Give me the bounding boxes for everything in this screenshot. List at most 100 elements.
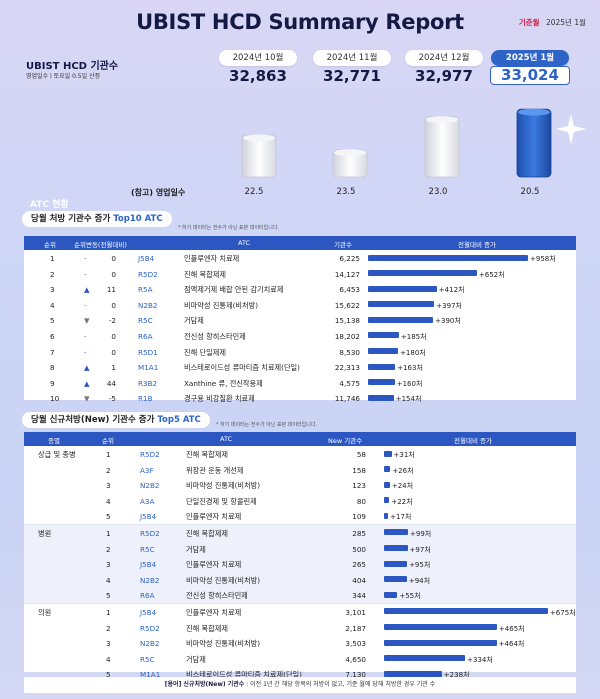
table-row: 3 J5B4 인플루엔자 치료제 265 +95처: [24, 556, 576, 572]
kpi-bar: [516, 108, 552, 178]
count: 11,746: [334, 394, 360, 404]
increase-bar: [384, 655, 466, 662]
increase-label: +154처: [395, 395, 422, 404]
increase-bar: [384, 545, 408, 552]
atc-code: R1B: [138, 394, 153, 404]
increase-label: +652처: [478, 270, 505, 279]
rank: 3: [106, 481, 111, 491]
top5-note: * 하기 데이터는 전수가 아닌 표본 데이터입니다.: [216, 422, 318, 428]
top10-title: 당월 처방 기관수 증가 Top10 ATC: [22, 211, 172, 227]
table-row: 1 R5D2 진해 복합제제 285 +99처: [24, 525, 576, 541]
top5-title-highlight: Top5 ATC: [157, 415, 201, 425]
month-pill-1: 2024년 10월: [219, 50, 297, 66]
atc-name: 비스테로이드성 류마티즘 치료제(단일): [184, 363, 300, 373]
increase-bar: [368, 332, 399, 339]
atc-name: 비마약성 진통제(비처방): [186, 481, 261, 491]
atc-code: N2B2: [140, 639, 160, 649]
month-value-3: 32,977: [415, 67, 473, 85]
increase-bar: [384, 560, 408, 567]
rank-change: 1: [111, 363, 116, 373]
atc-code: M1A1: [140, 670, 161, 680]
group-block: 상급 및 종병 1 R5D2 진해 복합제제 58 +31처 2 A3F 위장관 운동 개선제 1…: [24, 446, 576, 525]
sparkle-icon: [556, 114, 586, 144]
top10-table: 순위 순위변동(전월대비) ATC 기관수 전월대비 증가 1 - 0 J5B4 인플루…: [24, 236, 576, 404]
table-row: 1 R5D2 진해 복합제제 58 +31처: [24, 446, 576, 462]
group-block: 의원 1 J5B4 인플루엔자 치료제 3,101 +675처 2 R5D2 진해 복합제제 2,…: [24, 604, 576, 682]
count: 6,453: [339, 285, 360, 295]
rank: 4: [50, 300, 55, 310]
new-count: 123: [352, 481, 366, 491]
table-row: 7 - 0 R5D1 진해 단일제제 8,530 +180처: [24, 344, 576, 360]
increase-bar: [368, 348, 399, 355]
ref-workdays-label: (참고) 영업일수: [131, 188, 186, 197]
atc-code: R3B2: [138, 378, 158, 388]
rank-change-arrow: ▼: [84, 316, 90, 326]
atc-name: 인플루엔자 치료제: [186, 512, 242, 522]
rank: 2: [106, 544, 111, 554]
increase-label: +55처: [399, 592, 421, 601]
table-row: 4 A3A 단일진경제 및 항콜린제 80 +22처: [24, 493, 576, 509]
rank-change-arrow: -: [84, 300, 87, 310]
rank-change: 0: [111, 254, 116, 263]
rank: 3: [106, 639, 111, 649]
group-name: 병원: [38, 528, 52, 538]
atc-name: 인플루엔자 치료제: [184, 254, 240, 263]
atc-code: J5B4: [140, 560, 157, 570]
table-row: 1 - 0 J5B4 인플루엔자 치료제 6,225 +958처: [24, 250, 576, 266]
increase-label: +185처: [400, 332, 427, 341]
atc-name: 점액제거제 배합 안된 감기치료제: [184, 285, 284, 295]
top10-table-header: 순위 순위변동(전월대비) ATC 기관수 전월대비 증가: [24, 236, 576, 250]
workdays-1: 22.5: [244, 187, 264, 197]
atc-name: 진해 복합제제: [186, 528, 228, 538]
new-count: 404: [352, 575, 366, 585]
count: 15,138: [334, 316, 360, 326]
rank: 5: [106, 670, 111, 680]
rank: 5: [50, 316, 55, 326]
atc-name: 위장관 운동 개선제: [186, 465, 244, 475]
col-new-count: New 기관수: [328, 437, 363, 445]
col-increase: 전월대비 증가: [454, 437, 492, 445]
increase-label: +675처: [549, 608, 576, 617]
atc-name: 거담제: [186, 654, 206, 664]
count: 22,313: [334, 363, 360, 373]
workdays-3: 23.0: [428, 187, 448, 197]
atc-code: N2B2: [138, 300, 158, 310]
increase-label: +22처: [391, 497, 413, 506]
atc-code: R6A: [140, 591, 155, 601]
table-row: 2 - 0 R5D2 진해 복합제제 14,127 +652처: [24, 266, 576, 282]
new-count: 344: [352, 591, 366, 601]
rank-change-arrow: -: [84, 254, 87, 263]
increase-label: +180처: [400, 348, 426, 357]
increase-label: +958처: [530, 255, 556, 263]
rank-change: 0: [111, 331, 116, 341]
rank: 3: [106, 560, 111, 570]
kpi-bar: [424, 116, 460, 178]
atc-code: J5B4: [140, 607, 157, 617]
increase-bar: [368, 301, 435, 308]
new-count: 109: [352, 512, 366, 522]
kpi-bar: [332, 149, 368, 178]
top10-title-prefix: 당월 처방 기관수 증가: [31, 214, 111, 224]
rank: 4: [106, 496, 111, 506]
page-title: UBIST HCD Summary Report: [136, 10, 464, 34]
increase-label: +99처: [410, 529, 432, 538]
atc-name: 인플루엔자 치료제: [186, 607, 242, 617]
count: 8,530: [339, 347, 360, 357]
increase-label: +94처: [408, 576, 431, 585]
rank-change: 0: [111, 347, 116, 357]
top10-note: * 하기 데이터는 전수가 아닌 표본 데이터입니다.: [178, 225, 280, 231]
group-name: 상급 및 종병: [38, 450, 76, 459]
col-rank: 순위: [44, 241, 56, 249]
new-count: 80: [356, 496, 366, 506]
rank: 8: [50, 363, 55, 373]
atc-code: R6A: [138, 331, 153, 341]
table-row: 3 N2B2 비마약성 진통제(비처방) 3,503 +464처: [24, 635, 576, 651]
rank: 7: [50, 347, 55, 357]
increase-label: +17처: [390, 513, 412, 522]
table-row: 8 ▲ 1 M1A1 비스테로이드성 류마티즘 치료제(단일) 22,313 +163처: [24, 359, 576, 375]
increase-bar: [384, 466, 391, 473]
atc-code: J5B4: [140, 512, 157, 522]
atc-name: 진해 복합제제: [186, 623, 228, 633]
rank-change-arrow: ▲: [84, 363, 90, 373]
col-count: 기관수: [334, 241, 352, 249]
